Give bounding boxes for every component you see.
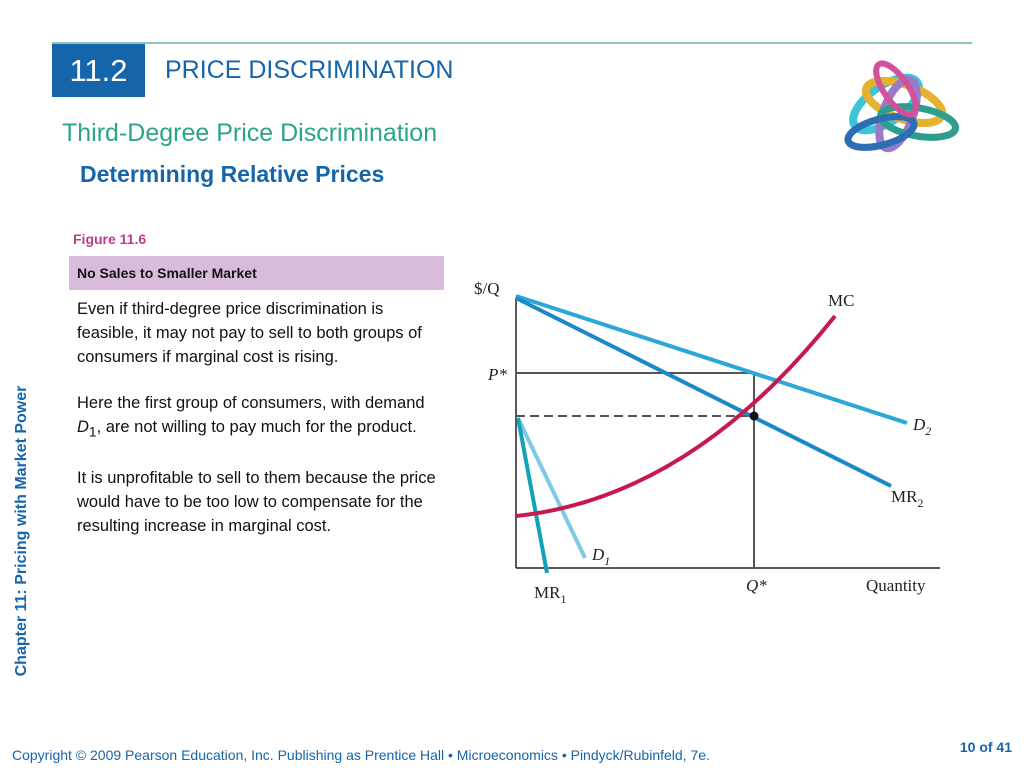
footer-copyright: Copyright © 2009 Pearson Education, Inc.… — [12, 747, 710, 763]
rings-logo — [844, 60, 960, 153]
slide-subtitle: Third-Degree Price Discrimination — [62, 119, 438, 147]
mr1-label-base: MR — [534, 583, 561, 602]
d1-label-sub: 1 — [604, 554, 610, 568]
page-number: 10 of 41 — [959, 739, 1012, 755]
d1-label: D1 — [591, 545, 610, 568]
paragraph-2-text-a: Here the first group of consumers, with … — [77, 394, 425, 412]
price-discrimination-diagram: $/Q Quantity P* Q* MC D2 MR2 D1 MR1 — [474, 279, 940, 606]
figure-label: Figure 11.6 — [73, 231, 147, 247]
mr2-label: MR2 — [891, 487, 923, 510]
d2-curve — [515, 294, 908, 425]
section-number-box: 11.2 — [52, 44, 145, 97]
slide-subsubtitle: Determining Relative Prices — [80, 161, 385, 187]
mc-curve — [515, 314, 837, 518]
y-axis-label: $/Q — [474, 279, 500, 298]
paragraph-2-var: D — [77, 418, 89, 436]
slide-title: PRICE DISCRIMINATION — [165, 56, 454, 84]
body-text: Even if third-degree price discriminatio… — [77, 297, 439, 560]
paragraph-2-sub: 1 — [88, 424, 97, 440]
mr2-curve — [515, 296, 892, 488]
mr2-label-base: MR — [891, 487, 918, 506]
mr1-label-sub: 1 — [560, 592, 566, 606]
p-star-label: P* — [487, 365, 507, 384]
paragraph-2-text-b: , are not willing to pay much for the pr… — [96, 418, 417, 436]
figure-title: No Sales to Smaller Market — [77, 265, 257, 281]
q-star-label: Q* — [746, 576, 767, 595]
top-rule — [52, 42, 972, 44]
paragraph-2: Here the first group of consumers, with … — [77, 391, 439, 444]
figure-title-bar: No Sales to Smaller Market — [69, 256, 444, 290]
mr1-curve — [516, 417, 549, 574]
d1-curve — [516, 417, 587, 559]
d2-label: D2 — [912, 415, 931, 438]
paragraph-1: Even if third-degree price discriminatio… — [77, 300, 422, 366]
x-axis-label: Quantity — [866, 576, 926, 595]
chapter-sidebar: Chapter 11: Pricing with Market Power — [7, 345, 37, 717]
paragraph-3: It is unprofitable to sell to them becau… — [77, 469, 436, 536]
equilibrium-point — [749, 411, 759, 421]
mc-label: MC — [828, 291, 854, 310]
mr2-label-sub: 2 — [917, 496, 923, 510]
d2-label-base: D — [912, 415, 926, 434]
d1-label-base: D — [591, 545, 605, 564]
mr1-label: MR1 — [534, 583, 566, 606]
d2-label-sub: 2 — [925, 424, 931, 438]
section-number: 11.2 — [69, 52, 128, 88]
chapter-label: Chapter 11: Pricing with Market Power — [13, 385, 30, 677]
